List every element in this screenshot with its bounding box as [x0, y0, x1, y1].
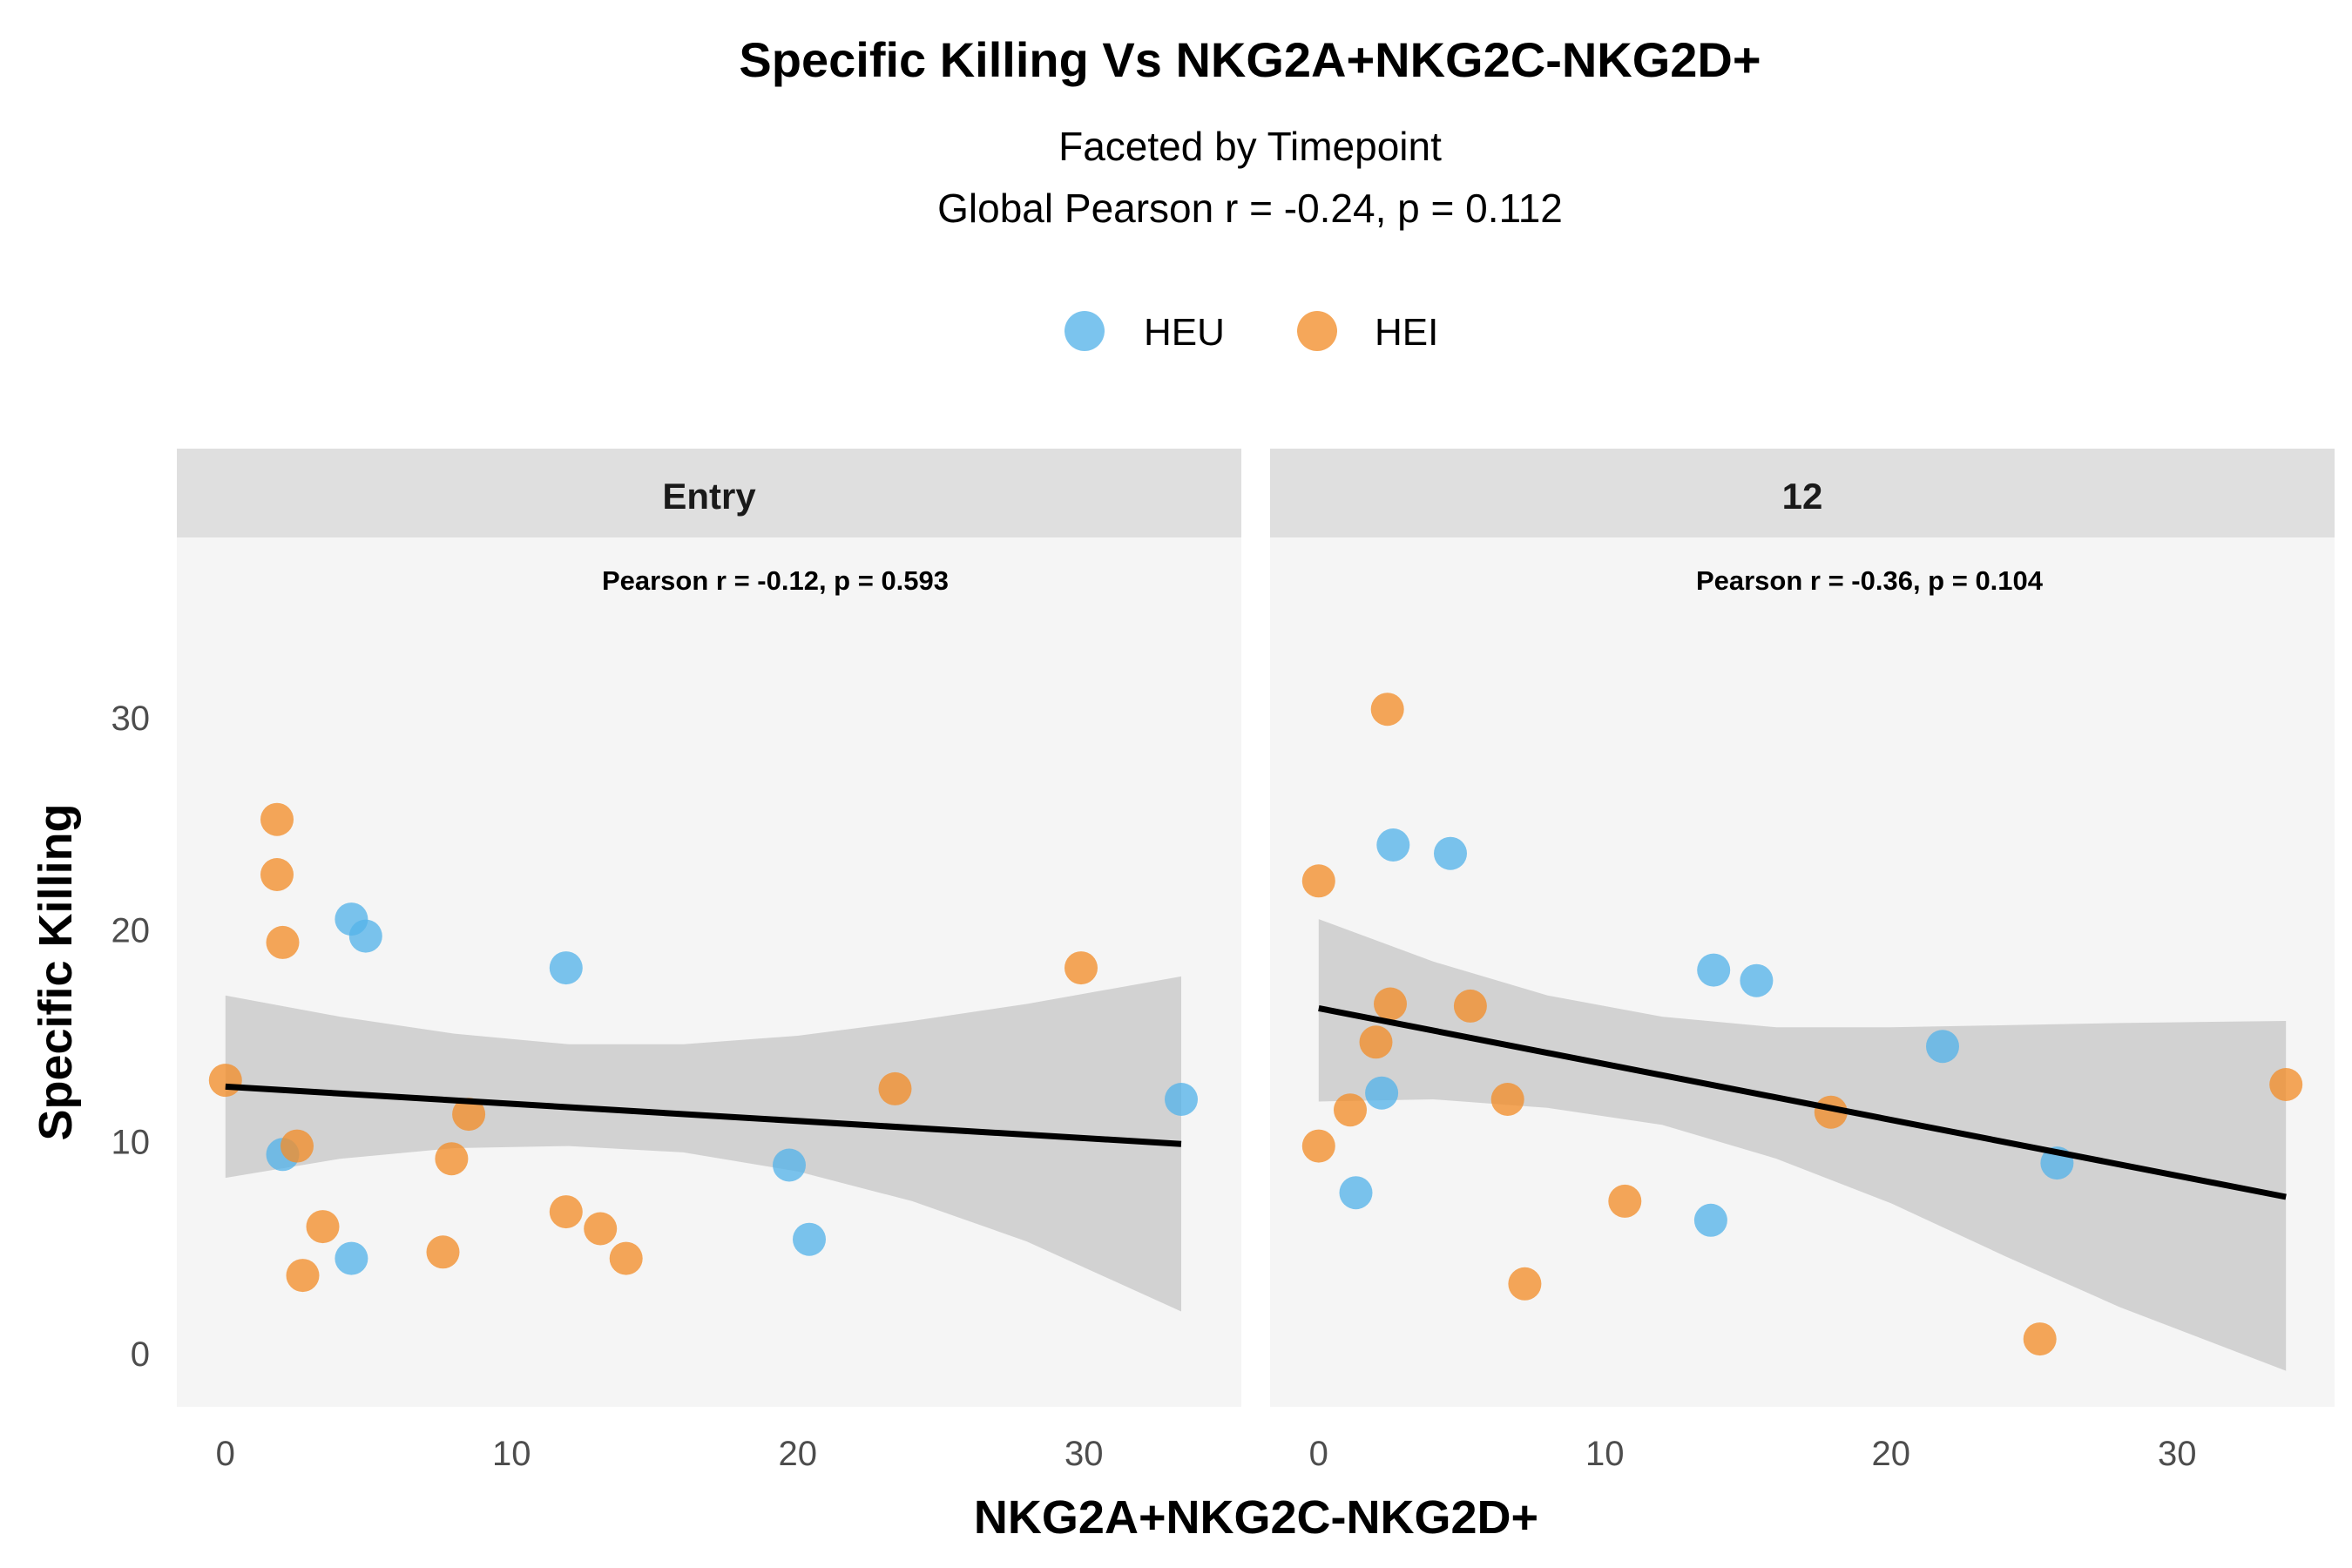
point-12-hei-3 — [1359, 1025, 1393, 1059]
point-12-hei-0 — [1301, 864, 1335, 898]
x-tick-label-12-20: 20 — [1872, 1435, 1911, 1473]
point-12-hei-4 — [1370, 693, 1404, 727]
point-12-hei-6 — [1453, 989, 1487, 1023]
y-tick-label-0: 0 — [131, 1335, 150, 1374]
y-tick-label-20: 20 — [112, 911, 151, 950]
point-12-heu-0 — [1339, 1176, 1373, 1210]
facet-strip-entry — [177, 449, 1241, 537]
pearson-annotation-12: Pearson r = -0.36, p = 0.104 — [1696, 565, 2044, 596]
x-tick-label-entry-0: 0 — [216, 1435, 235, 1473]
regression-line-entry — [225, 1083, 1182, 1147]
point-entry-heu-7 — [1165, 1083, 1198, 1116]
y-axis: 0 10 20 30 — [112, 700, 151, 1374]
point-12-heu-3 — [1434, 836, 1467, 870]
point-entry-hei-4 — [280, 1129, 314, 1163]
point-entry-hei-9 — [452, 1098, 486, 1132]
y-axis-title: Specific Killing — [30, 803, 82, 1140]
legend: HEU HEI — [1064, 311, 1438, 354]
point-12-heu-2 — [1376, 828, 1410, 862]
y-tick-label-30: 30 — [112, 700, 151, 738]
point-entry-hei-11 — [584, 1212, 618, 1246]
point-entry-hei-13 — [878, 1071, 912, 1105]
x-tick-label-entry-20: 20 — [779, 1435, 818, 1473]
point-entry-hei-6 — [306, 1210, 340, 1244]
point-entry-hei-7 — [426, 1235, 460, 1269]
point-entry-hei-10 — [549, 1195, 583, 1229]
point-12-hei-7 — [1490, 1083, 1524, 1116]
confidence-ribbon-entry — [225, 976, 1181, 1312]
point-entry-hei-14 — [1064, 951, 1098, 985]
x-tick-label-12-10: 10 — [1585, 1435, 1625, 1473]
chart-subtitle-line1: Faceted by Timepoint — [1058, 124, 1442, 169]
point-12-hei-9 — [1608, 1184, 1642, 1218]
legend-key-heu — [1064, 311, 1105, 351]
point-entry-hei-3 — [266, 925, 300, 959]
chart-subtitle-line2: Global Pearson r = -0.24, p = 0.112 — [937, 186, 1563, 231]
point-entry-hei-5 — [286, 1259, 320, 1293]
plot-area-12 — [1270, 537, 2335, 1407]
x-axis-title: NKG2A+NKG2C-NKG2D+ — [974, 1491, 1538, 1544]
point-12-hei-12 — [2269, 1068, 2303, 1101]
point-12-hei-8 — [1508, 1267, 1542, 1301]
point-entry-hei-1 — [260, 802, 294, 836]
point-entry-hei-8 — [435, 1142, 469, 1176]
point-12-hei-11 — [2023, 1322, 2057, 1356]
facet-strip-label-entry: Entry — [662, 476, 756, 517]
point-12-heu-1 — [1365, 1076, 1399, 1110]
facet-strip-12 — [1270, 449, 2335, 537]
point-12-heu-4 — [1697, 953, 1731, 987]
confidence-ribbon-12 — [1318, 919, 2287, 1371]
point-entry-hei-12 — [609, 1241, 643, 1275]
x-axis: 0 10 20 30 0 10 20 30 — [216, 1435, 2197, 1473]
x-tick-label-12-0: 0 — [1309, 1435, 1328, 1473]
point-12-heu-5 — [1740, 963, 1774, 997]
x-tick-label-12-30: 30 — [2158, 1435, 2197, 1473]
point-entry-hei-2 — [260, 858, 294, 891]
point-12-hei-2 — [1334, 1093, 1367, 1127]
point-entry-heu-5 — [773, 1148, 806, 1182]
point-12-heu-6 — [1693, 1203, 1727, 1237]
point-entry-heu-4 — [549, 951, 583, 985]
chart-title: Specific Killing Vs NKG2A+NKG2C-NKG2D+ — [739, 32, 1761, 87]
point-entry-hei-0 — [208, 1064, 242, 1098]
x-tick-label-entry-30: 30 — [1064, 1435, 1104, 1473]
point-12-hei-1 — [1301, 1129, 1335, 1163]
x-tick-label-entry-10: 10 — [492, 1435, 531, 1473]
legend-label-heu: HEU — [1144, 311, 1225, 354]
legend-key-hei — [1297, 311, 1337, 351]
point-entry-heu-3 — [335, 1241, 368, 1275]
point-12-heu-7 — [1926, 1030, 1959, 1064]
legend-label-hei: HEI — [1375, 311, 1438, 354]
facet-strip-label-12: 12 — [1782, 476, 1823, 517]
facet-panel-12: 12 Pearson r = -0.36, p = 0.104 — [1270, 449, 2335, 1407]
point-12-hei-5 — [1374, 987, 1407, 1021]
pearson-annotation-entry: Pearson r = -0.12, p = 0.593 — [602, 565, 949, 596]
point-entry-heu-2 — [348, 919, 382, 953]
point-entry-heu-6 — [793, 1222, 826, 1256]
regression-line-12 — [1318, 1004, 2287, 1200]
facet-panel-entry: Entry Pearson r = -0.12, p = 0.593 — [177, 449, 1241, 1407]
y-tick-label-10: 10 — [112, 1124, 151, 1162]
